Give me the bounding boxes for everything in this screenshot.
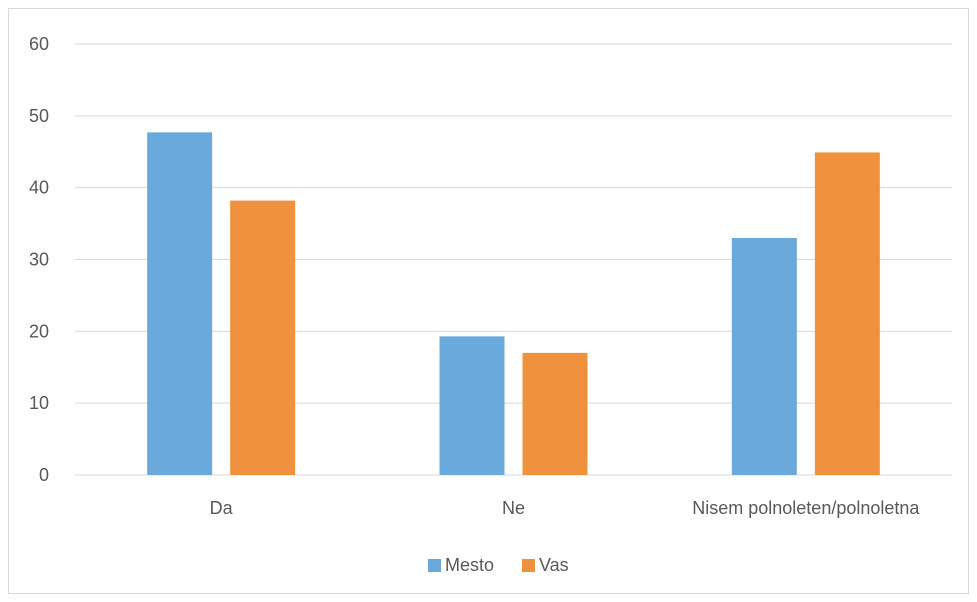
legend-swatch-mesto xyxy=(428,559,441,572)
y-tick-label: 60 xyxy=(29,34,49,54)
y-tick-label: 40 xyxy=(29,178,49,198)
gridlines xyxy=(75,43,952,476)
y-tick-label: 0 xyxy=(39,465,49,485)
legend-label-vas: Vas xyxy=(539,555,569,575)
y-tick-label: 50 xyxy=(29,106,49,126)
y-tick-label: 10 xyxy=(29,393,49,413)
bars xyxy=(147,132,880,476)
bar-vas-1 xyxy=(230,200,296,475)
bar-mesto-1 xyxy=(147,132,213,476)
x-axis-tick-labels: Da Ne Nisem polnoleten/polnoletna xyxy=(210,498,921,518)
bar-vas-2 xyxy=(522,352,588,475)
y-axis-tick-labels: 0 10 20 30 40 50 60 xyxy=(29,34,49,485)
bar-mesto-2 xyxy=(439,336,505,475)
legend-label-mesto: Mesto xyxy=(445,555,494,575)
x-tick-label: Nisem polnoleten/polnoletna xyxy=(692,498,920,518)
bar-mesto-3 xyxy=(731,237,797,475)
x-tick-label: Ne xyxy=(502,498,525,518)
bar-vas-3 xyxy=(814,152,880,476)
legend: Mesto Vas xyxy=(428,555,569,575)
x-tick-label: Da xyxy=(210,498,234,518)
y-tick-label: 20 xyxy=(29,321,49,341)
y-tick-label: 30 xyxy=(29,250,49,270)
legend-swatch-vas xyxy=(522,559,535,572)
